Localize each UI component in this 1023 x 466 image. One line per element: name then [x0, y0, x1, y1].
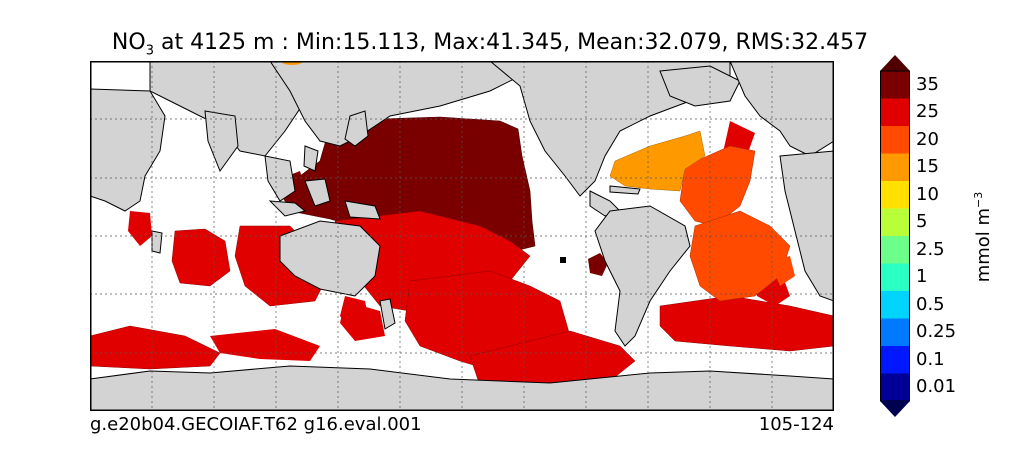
colorbar-segment [880, 208, 910, 237]
land-europe [729, 61, 834, 157]
colorbar-segment [880, 318, 910, 347]
colorbar-segment [880, 291, 910, 319]
title-variable: NO [111, 30, 146, 55]
title-subscript: 3 [145, 43, 154, 59]
land-madagascar [151, 230, 163, 254]
map-frame [90, 61, 834, 411]
land-philippines [303, 145, 319, 172]
colorbar-tick-label: 2.5 [916, 238, 945, 260]
land-indonesia-2 [304, 178, 331, 207]
world-map [90, 61, 834, 411]
colorbar-segment [880, 153, 910, 182]
colorbar-segment [880, 346, 910, 374]
land-indochina [264, 155, 296, 202]
year-range-label: 105-124 [758, 414, 834, 435]
colorbar-segment [880, 236, 910, 264]
colorbar-tick-label: 20 [916, 128, 939, 150]
colorbar-segment [880, 71, 910, 99]
colorbar-segment [880, 373, 910, 402]
land-cuba [609, 185, 641, 195]
unit-exponent: −3 [972, 191, 985, 208]
colorbar-over-arrow [880, 55, 910, 71]
colorbar-tick-label: 5 [916, 211, 928, 233]
colorbar-tick-label: 25 [916, 101, 939, 123]
land-new-zealand [379, 298, 396, 330]
plot-title: NO3 at 4125 m : Min:15.113, Max:41.345, … [0, 30, 980, 58]
map-gridlines [90, 61, 834, 411]
title-stats: at 4125 m : Min:15.113, Max:41.345, Mean… [153, 30, 869, 55]
colorbar-tick-label: 0.5 [916, 293, 945, 315]
data-north-atlantic [679, 145, 756, 227]
colorbar-under-arrow [880, 401, 910, 417]
land-africa-east [779, 150, 834, 302]
data-south-atlantic [689, 210, 791, 302]
land-africa [90, 88, 166, 212]
data-south-atlantic-south [659, 295, 834, 352]
data-indian-west [171, 228, 231, 287]
land-japan [344, 110, 369, 147]
land-australia [279, 220, 381, 297]
data-subtropical-north-atlantic [609, 130, 706, 192]
data-east-pacific-dot [560, 257, 566, 263]
colorbar-segment [880, 98, 910, 127]
colorbar-tick-label: 35 [916, 73, 939, 95]
colorbar-tick-label: 1 [916, 266, 928, 288]
land-indonesia-1 [268, 200, 307, 217]
land-south-america [594, 205, 691, 347]
data-southern-ocean-small [340, 301, 385, 341]
unit-base: mmol m [973, 207, 994, 283]
land-india [204, 110, 239, 173]
data-atlantic-patch [770, 256, 795, 286]
data-south-indian [210, 329, 320, 361]
data-east-pacific-blob [588, 253, 608, 276]
colorbar-segment [880, 263, 910, 292]
colorbar-segments [880, 70, 910, 402]
data-southwest-indian [90, 325, 221, 370]
colorbar-segment [880, 181, 910, 209]
colorbar-tick-label: 0.01 [916, 376, 957, 398]
data-madagascar-west [128, 211, 152, 246]
colorbar-unit-label: mmol m−3 [972, 192, 994, 283]
colorbar-tick-label: 0.25 [916, 321, 957, 343]
land-new-guinea [344, 200, 381, 220]
colorbar-tick-label: 10 [916, 183, 939, 205]
colorbar-tick-label: 15 [916, 156, 939, 178]
colorbar-segment [880, 126, 910, 154]
case-name-label: g.e20b04.GECOIAF.T62 g16.eval.001 [90, 414, 422, 435]
colorbar [880, 55, 910, 417]
colorbar-tick-label: 0.1 [916, 348, 945, 370]
